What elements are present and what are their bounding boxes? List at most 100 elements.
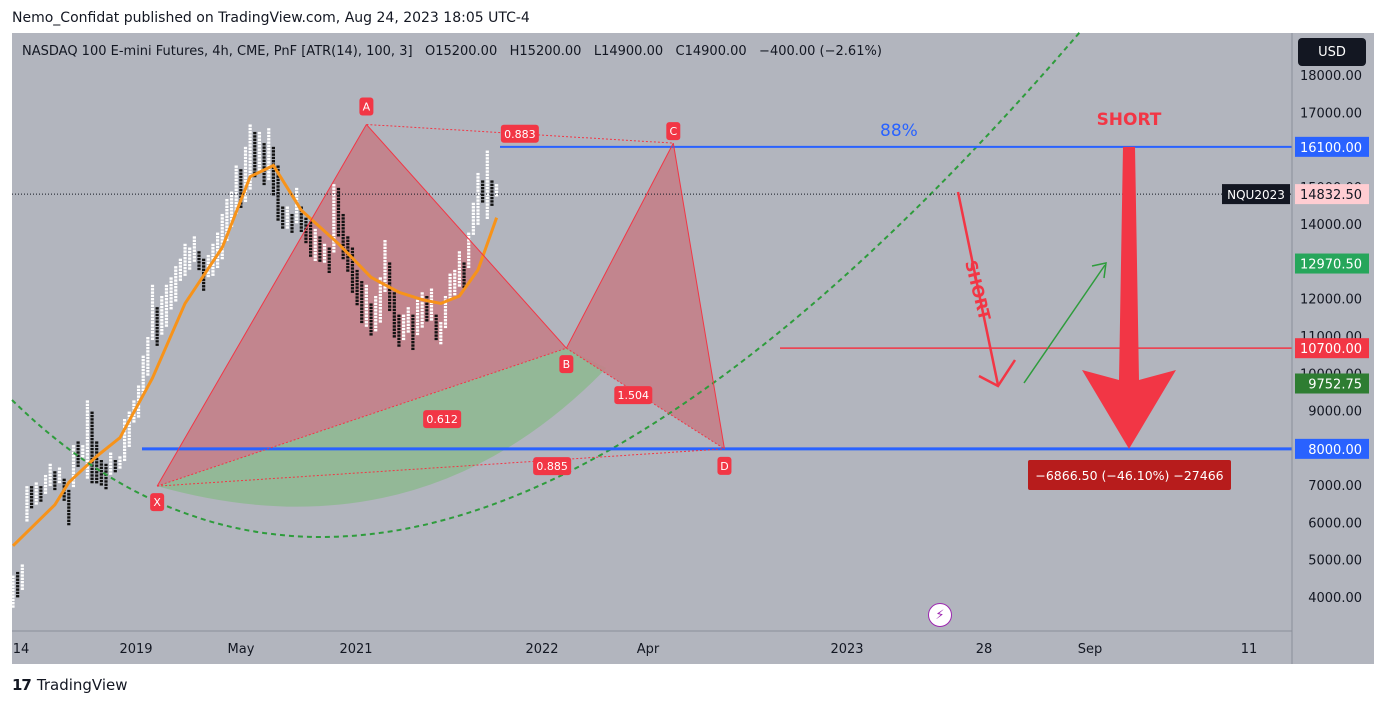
box-mark (234, 181, 238, 185)
box-mark (439, 341, 443, 345)
box-mark (341, 227, 345, 230)
box-mark (364, 311, 368, 314)
box-mark (43, 491, 48, 494)
box-mark (81, 445, 85, 448)
box-mark (392, 292, 396, 295)
leg-bc (565, 142, 674, 349)
box-mark (392, 325, 396, 328)
box-mark (234, 195, 238, 198)
box-mark (164, 307, 169, 311)
brand-name: TradingView (36, 676, 128, 694)
x-column (467, 232, 471, 268)
box-mark (34, 489, 38, 492)
box-mark (299, 229, 303, 232)
box-mark (295, 197, 299, 201)
box-mark (183, 243, 187, 247)
box-mark (76, 464, 80, 467)
o-column (253, 131, 257, 178)
box-mark (123, 438, 127, 442)
box-mark (415, 326, 420, 329)
box-mark (374, 309, 378, 312)
box-mark (243, 150, 248, 153)
box-mark (164, 284, 169, 288)
box-mark (462, 262, 466, 265)
box-mark (336, 191, 341, 194)
box-mark (443, 319, 448, 322)
box-mark (346, 269, 350, 272)
box-mark (206, 258, 210, 261)
box-mark (411, 331, 415, 334)
box-mark (85, 446, 89, 449)
box-mark (336, 197, 341, 201)
x-tick-label: May (228, 642, 255, 657)
box-mark (43, 478, 48, 481)
box-mark (267, 164, 271, 167)
box-mark (164, 301, 169, 304)
currency-button[interactable]: USD (1298, 38, 1366, 66)
box-mark (336, 194, 341, 197)
box-mark (476, 189, 480, 192)
box-mark (309, 254, 313, 257)
ratio-label: 0.612 (423, 410, 462, 429)
box-mark (327, 247, 331, 250)
box-mark (476, 172, 480, 176)
box-mark (257, 145, 262, 148)
box-mark (341, 253, 345, 256)
box-mark (155, 323, 159, 327)
box-mark (243, 179, 248, 183)
box-mark (113, 469, 117, 473)
box-mark (434, 334, 438, 337)
box-mark (248, 154, 252, 157)
box-mark (248, 124, 252, 127)
box-mark (90, 477, 94, 480)
box-mark (267, 151, 271, 154)
box-mark (346, 236, 350, 239)
box-mark (67, 509, 71, 513)
box-mark (425, 309, 429, 312)
price-badge: 14832.50 (1295, 184, 1369, 205)
box-mark (374, 302, 378, 305)
o-column (355, 269, 359, 306)
footer-brand[interactable]: 17 TradingView (12, 676, 128, 694)
box-mark (481, 196, 485, 200)
box-mark (332, 246, 336, 250)
box-mark (285, 213, 289, 216)
box-mark (364, 324, 368, 327)
box-mark (411, 337, 415, 341)
box-mark (327, 270, 331, 274)
box-mark (99, 483, 103, 486)
box-mark (90, 437, 94, 441)
box-mark (313, 228, 317, 232)
box-mark (234, 165, 238, 168)
box-mark (485, 209, 489, 213)
box-mark (220, 220, 224, 223)
lightning-icon[interactable]: ⚡ (928, 603, 952, 627)
box-mark (160, 305, 164, 309)
box-mark (150, 331, 155, 334)
box-mark (443, 295, 448, 299)
box-mark (71, 481, 76, 484)
box-mark (341, 217, 345, 220)
box-mark (411, 324, 415, 327)
box-mark (11, 578, 15, 582)
box-mark (313, 245, 317, 248)
box-mark (160, 319, 164, 322)
box-mark (39, 499, 43, 502)
box-mark (397, 337, 401, 341)
box-mark (216, 265, 220, 268)
box-mark (229, 214, 234, 218)
x-column (34, 482, 38, 505)
o-column (434, 314, 438, 341)
box-mark (192, 246, 196, 249)
box-mark (299, 226, 303, 229)
box-mark (439, 331, 443, 335)
box-mark (383, 263, 387, 266)
box-mark (490, 193, 494, 196)
open-label: O (424, 44, 436, 59)
ratio-badge (423, 410, 462, 429)
box-mark (146, 337, 150, 340)
ratio-label: 0.883 (500, 124, 539, 143)
box-mark (378, 287, 382, 290)
o-column (369, 303, 373, 336)
